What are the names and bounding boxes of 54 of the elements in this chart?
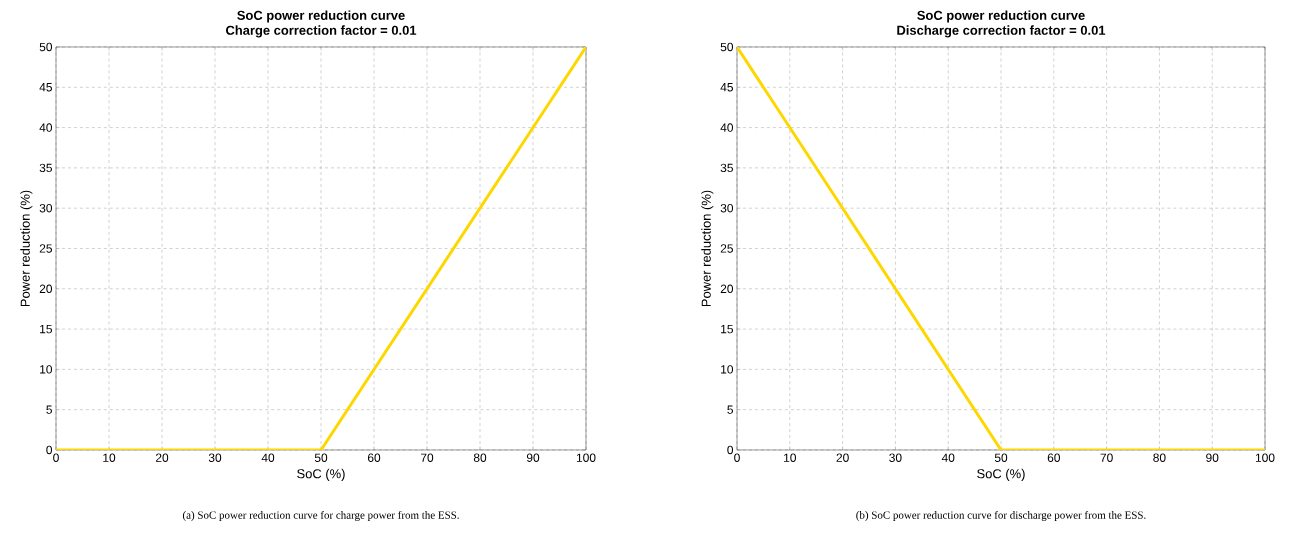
y-tick-label: 25 [39, 244, 52, 253]
y-tick-label: 30 [39, 203, 53, 213]
y-tick-label: 15 [40, 324, 52, 334]
x-tick-label: 30 [208, 453, 222, 462]
x-tick-label: 20 [836, 453, 849, 462]
y-tick-label: 20 [720, 284, 734, 294]
y-tick-label: 40 [720, 123, 734, 132]
x-tick-label: 80 [473, 453, 487, 462]
text: (b) SoC power reduction curve for discharge power from the ESS. [856, 510, 1146, 522]
y-tick-label: 0 [46, 445, 53, 455]
x-tick-label: 0 [734, 453, 740, 462]
y-tick-label: 5 [46, 405, 52, 414]
chart-subtitle: Discharge correction factor = 0.01 [897, 25, 1106, 38]
y-tick-label: 45 [720, 83, 733, 92]
x-axis-title: SoC (%) [977, 468, 1025, 481]
x-tick-label: 70 [1100, 453, 1113, 462]
y-tick-label: 0 [727, 445, 734, 455]
chart-title: SoC power reduction curve [917, 10, 1085, 23]
x-tick-label: 100 [576, 453, 596, 462]
y-axis-title: Power reduction (%) [701, 190, 714, 307]
y-tick-label: 15 [721, 324, 733, 334]
y-tick-label: 35 [720, 163, 733, 173]
y-tick-label: 5 [727, 405, 733, 414]
x-tick-label: 80 [1153, 453, 1166, 462]
y-tick-label: 50 [39, 42, 53, 52]
y-tick-label: 25 [720, 244, 733, 253]
x-tick-label: 90 [526, 453, 540, 462]
y-tick-label: 30 [720, 203, 734, 213]
x-tick-label: 40 [941, 453, 955, 462]
x-tick-label: 20 [155, 453, 169, 462]
chart-subtitle: Charge correction factor = 0.01 [225, 25, 417, 38]
y-tick-label: 40 [39, 123, 53, 132]
x-tick-label: 0 [53, 453, 59, 462]
x-tick-label: 50 [994, 453, 1008, 462]
y-tick-label: 35 [39, 163, 52, 173]
x-tick-label: 100 [1255, 453, 1275, 462]
y-tick-label: 45 [39, 83, 52, 92]
chart-title: SoC power reduction curve [237, 10, 405, 23]
y-axis-title: Power reduction (%) [20, 190, 33, 307]
x-tick-label: 60 [1047, 453, 1060, 462]
x-tick-label: 90 [1206, 453, 1219, 462]
y-tick-label: 20 [39, 284, 53, 294]
x-tick-label: 70 [420, 453, 434, 462]
x-tick-label: 50 [314, 453, 328, 462]
text: (a) SoC power reduction curve for charge power from the ESS. [182, 510, 459, 522]
x-axis-title: SoC (%) [297, 468, 345, 481]
x-tick-label: 40 [261, 453, 275, 462]
x-tick-label: 60 [367, 453, 381, 462]
y-tick-label: 10 [40, 365, 53, 374]
x-tick-label: 10 [103, 453, 116, 462]
y-tick-label: 10 [721, 365, 734, 374]
x-tick-label: 10 [784, 453, 796, 462]
x-tick-label: 30 [889, 453, 902, 462]
y-tick-label: 50 [720, 42, 734, 52]
